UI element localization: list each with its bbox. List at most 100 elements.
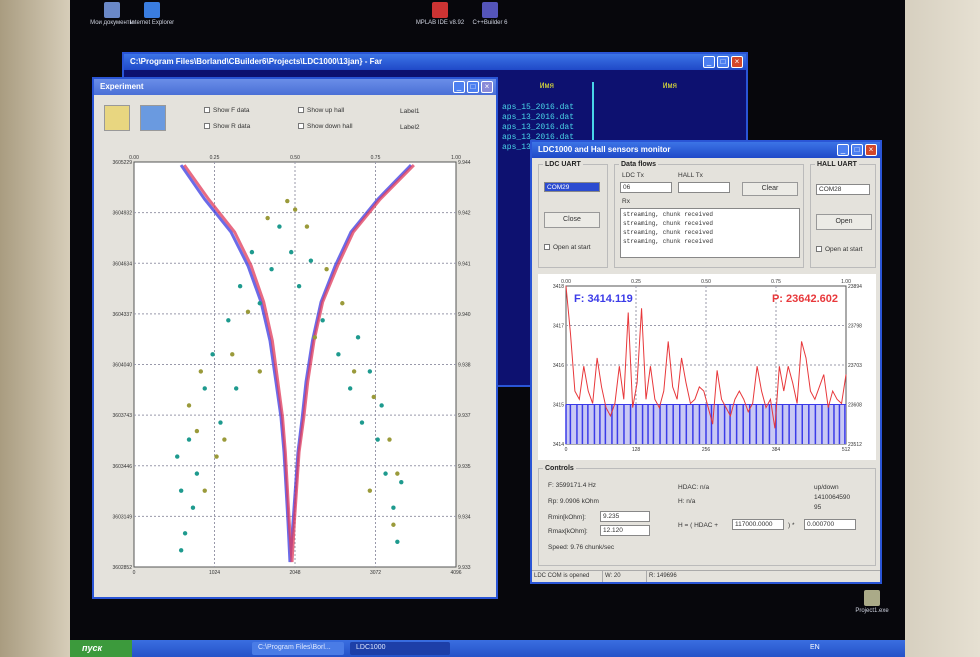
left-tick-label: 3605229 [113, 160, 133, 166]
data-point-r_b [265, 215, 270, 221]
save-button[interactable] [140, 105, 166, 131]
data-point-r_a [395, 539, 400, 544]
data-point-r_b [371, 394, 376, 400]
window-title: Experiment [94, 79, 496, 95]
p-series-line [565, 285, 847, 429]
left-tick-label: 3602852 [113, 565, 133, 571]
show-f-data-checkbox[interactable]: Show F data [204, 107, 250, 114]
taskbar: пуск C:\Program Files\Borl... LDC1000 EN [70, 640, 905, 657]
scale-input[interactable]: 0.000700 [804, 519, 856, 530]
hall-uart-group: HALL UART [810, 161, 876, 268]
x-tick-label: 0 [133, 570, 136, 576]
file-item[interactable]: aps_13_2016.dat [502, 123, 575, 132]
data-point-r_a [379, 403, 384, 408]
right-tick-label: 9.941 [458, 261, 471, 267]
hall-open-at-start-checkbox[interactable]: Open at start [816, 246, 863, 253]
ldc-port-select[interactable]: COM29 [544, 182, 600, 192]
minimize-button[interactable]: _ [837, 144, 849, 156]
rx-textarea[interactable]: streaming, chunk received streaming, chun… [620, 208, 800, 258]
x-tick-label: 3072 [370, 570, 381, 576]
data-point-r_a [355, 335, 361, 340]
file-item[interactable]: aps_13_2016.dat [502, 113, 575, 122]
data-point-r_a [210, 352, 215, 357]
clear-button[interactable]: Clear [742, 182, 798, 196]
left-tick-label: 3603149 [113, 514, 133, 520]
scatter-chart: 0.00 0.25 0.50 0.75 1.00 0 1024 2048 3072 4096 360… [113, 155, 471, 576]
show-up-hall-checkbox[interactable]: Show up hall [298, 107, 344, 114]
label1: Label1 [400, 108, 420, 115]
data-point-r_b [285, 198, 290, 204]
data-point-r_b [340, 301, 345, 306]
speed-readout: Speed: 9.76 chunk/sec [548, 544, 615, 551]
language-indicator[interactable]: EN [810, 644, 820, 651]
close-button[interactable]: × [865, 144, 877, 156]
data-point-r_a [186, 437, 192, 442]
x-tick-label: 128 [632, 447, 641, 453]
file-item[interactable]: aps_15_2016.dat [502, 103, 575, 112]
data-point-r_b [202, 488, 207, 493]
taskbar-item-far[interactable]: C:\Program Files\Borl... [252, 642, 344, 655]
status-read: R: 149696 [646, 571, 726, 582]
top-tick-label: 0.50 [290, 155, 300, 161]
taskbar-item-ldc1000[interactable]: LDC1000 [350, 642, 450, 655]
right-tick-label: 23703 [848, 363, 862, 369]
data-point-r_b [324, 266, 329, 272]
open-folder-button[interactable] [104, 105, 130, 131]
data-point-r_b [198, 369, 204, 374]
right-tick-label: 9.933 [458, 565, 471, 571]
data-point-r_a [202, 386, 207, 391]
data-point-r_a [194, 471, 200, 476]
show-r-data-checkbox[interactable]: Show R data [204, 123, 250, 130]
experiment-window[interactable]: Experiment _ □ × Show F data Show R data S… [92, 77, 498, 599]
maximize-button[interactable]: □ [467, 81, 479, 93]
data-point-r_a [399, 479, 404, 485]
status-write: W: 20 [602, 571, 646, 582]
hall-port-select[interactable]: COM28 [816, 184, 870, 195]
top-tick-label: 0.00 [561, 279, 571, 285]
ldc-close-button[interactable]: Close [544, 212, 600, 228]
hdac-offset-input[interactable]: 117000.0000 [732, 519, 784, 530]
start-button[interactable]: пуск [70, 640, 132, 657]
maximize-button[interactable]: □ [851, 144, 863, 156]
data-point-r_a [367, 369, 373, 374]
hall-open-button[interactable]: Open [816, 214, 872, 230]
ldc-tx-input[interactable]: 06 [620, 182, 672, 193]
rmin-select[interactable]: 9.235 [600, 511, 650, 522]
minimize-button[interactable]: _ [703, 56, 715, 68]
desktop-icon[interactable]: Project1.exe [842, 590, 902, 614]
file-item[interactable]: aps_13_2016.dat [502, 133, 575, 142]
ldc-open-at-start-checkbox[interactable]: Open at start [544, 244, 591, 251]
show-down-hall-checkbox[interactable]: Show down hall [298, 123, 353, 130]
data-point-r_a [375, 437, 380, 442]
window-title: LDC1000 and Hall sensors monitor [532, 142, 880, 158]
desktop-icon[interactable]: Internet Explorer [122, 2, 182, 26]
minimize-button[interactable]: _ [453, 81, 465, 93]
data-point-r_a [257, 301, 262, 306]
right-tick-label: 23894 [848, 284, 862, 290]
desktop-icon[interactable]: C++Builder 6 [460, 2, 520, 26]
close-button[interactable]: × [481, 81, 493, 93]
right-tick-label: 23608 [848, 403, 862, 409]
hall-tx-input[interactable] [678, 182, 730, 193]
folder-icon [104, 2, 120, 18]
close-button[interactable]: × [731, 56, 743, 68]
rp-readout: Rp: 9.0906 kOhm [548, 498, 599, 505]
data-point-r_b [257, 369, 262, 374]
desktop-icon[interactable]: MPLAB IDE v8.92 [410, 2, 470, 26]
data-point-r_b [292, 207, 298, 212]
rmax-label: Rmax[kOhm]: [548, 528, 588, 535]
data-point-r_a [182, 531, 188, 536]
top-tick-label: 0.25 [210, 155, 220, 161]
right-tick-label: 9.938 [458, 363, 471, 369]
ldc-window[interactable]: LDC1000 and Hall sensors monitor _ □ × LDC… [530, 140, 882, 584]
desktop-icon[interactable]: Мои документы [82, 2, 142, 26]
data-point-r_b [214, 454, 219, 459]
maximize-button[interactable]: □ [717, 56, 729, 68]
hdac-readout: HDAC: n/a [678, 484, 710, 491]
data-point-r_b [395, 471, 400, 476]
h-readout: H: n/a [678, 498, 696, 505]
monitor-bezel-left [0, 0, 72, 657]
data-point-r_a [269, 266, 274, 272]
rmax-select[interactable]: 12.120 [600, 525, 650, 536]
exe-icon [864, 590, 880, 606]
